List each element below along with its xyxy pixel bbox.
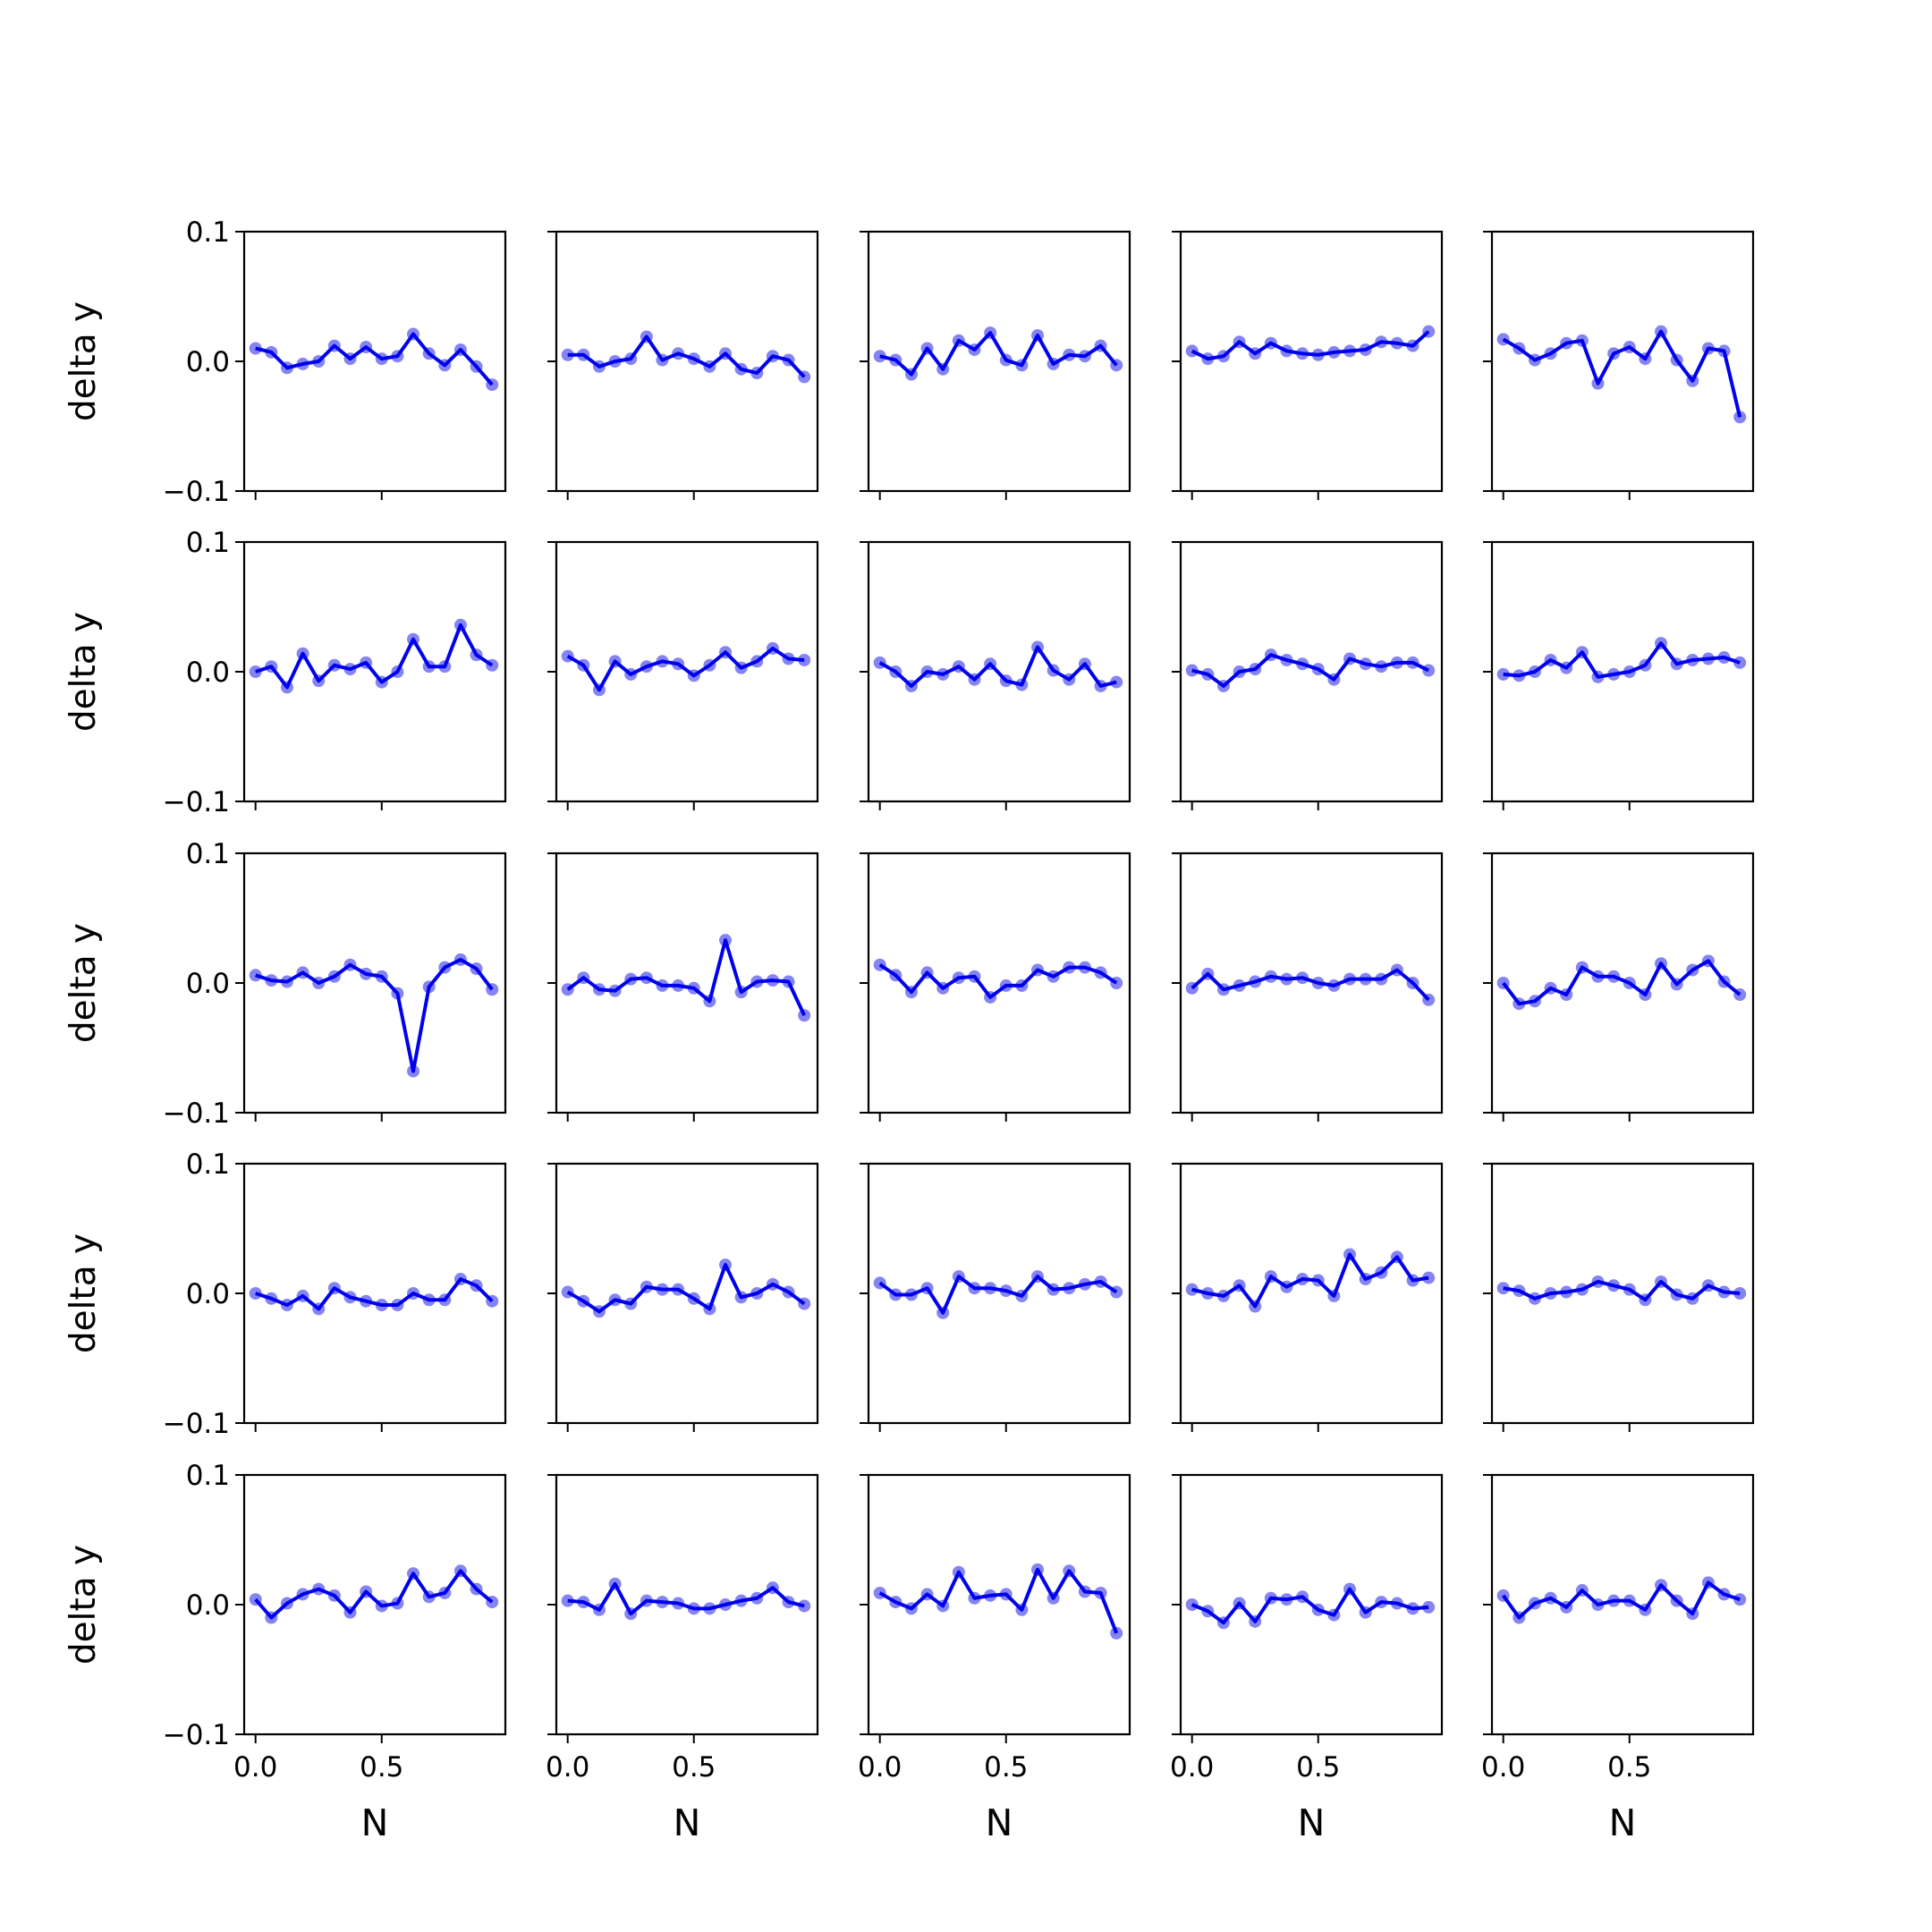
x-tick-label: 0.0 [1481, 1751, 1525, 1784]
y-tick-label: −0.1 [163, 786, 230, 818]
series-line [878, 645, 1117, 688]
x-tick-label: 0.5 [1296, 1751, 1340, 1784]
series-line [566, 646, 805, 692]
y-tick-label: 0.1 [186, 1148, 230, 1181]
subplot-r2-c5 [1483, 540, 1755, 810]
x-axis-label: N [674, 1801, 701, 1844]
series-line [1502, 1580, 1741, 1620]
subplot-r4-c4 [1172, 1162, 1444, 1432]
subplot-r3-c5 [1483, 852, 1755, 1122]
y-tick-label: −0.1 [163, 1719, 230, 1751]
series-line [1191, 330, 1430, 361]
y-tick-label: −0.1 [163, 1408, 230, 1440]
subplot-r5-c2: 0.0 0.5 N [546, 1473, 819, 1844]
x-tick-label: 0.5 [1607, 1751, 1651, 1784]
subplot-r1-c4 [1172, 230, 1444, 500]
y-tick-label: 0.0 [186, 346, 230, 378]
series-line [878, 963, 1118, 999]
y-tick-label: −0.1 [163, 1097, 230, 1130]
x-tick-label: 0.0 [1170, 1751, 1214, 1784]
subplot-r4-c3 [860, 1162, 1131, 1432]
y-tick-label: 0.1 [186, 216, 230, 249]
y-axis-label: delta y [64, 923, 104, 1043]
series-line [566, 938, 807, 1017]
subplot-r3-c1: −0.1 0.0 0.1 delta y [64, 838, 507, 1130]
series-line [567, 1581, 805, 1616]
subplot-r2-c2 [547, 540, 819, 810]
series-line [567, 335, 806, 378]
y-axis-label: delta y [64, 612, 104, 732]
x-tick-label: 0.0 [546, 1751, 589, 1784]
axes-frame [1179, 540, 1444, 803]
subplot-r1-c1: −0.1 0.0 0.1 delta y [64, 216, 507, 508]
axes-frame [1490, 852, 1755, 1114]
subplot-r3-c4 [1172, 852, 1444, 1122]
subplot-r5-c4: 0.0 0.5 N [1170, 1473, 1444, 1844]
subplot-r4-c2 [547, 1162, 819, 1432]
series-line [255, 957, 494, 1073]
series-line [1191, 968, 1430, 1002]
subplot-r2-c3 [860, 540, 1131, 810]
y-tick-label: 0.1 [186, 1460, 230, 1492]
series-line [1503, 1279, 1741, 1302]
series-line [1502, 329, 1742, 418]
series-line [255, 1277, 494, 1311]
subplot-r2-c4 [1172, 540, 1444, 810]
subplot-r1-c3 [860, 230, 1131, 500]
series-line [566, 1263, 806, 1314]
subplot-r5-c3: 0.0 0.5 N [858, 1473, 1131, 1844]
axes-frame [242, 230, 507, 493]
axes-frame [242, 1162, 507, 1425]
x-tick-label: 0.5 [672, 1751, 716, 1784]
series-line [255, 332, 494, 386]
subplot-r5-c5: 0.0 0.5 N [1481, 1473, 1755, 1844]
series-line [879, 331, 1118, 377]
subplot-r4-c5 [1483, 1162, 1755, 1432]
series-line [1191, 653, 1430, 688]
y-tick-label: 0.0 [186, 1589, 230, 1622]
series-line [1191, 1587, 1429, 1625]
subplot-r1-c2 [547, 230, 819, 500]
y-tick-label: 0.0 [186, 1278, 230, 1310]
series-line [1502, 959, 1741, 1006]
y-tick-label: 0.1 [186, 527, 230, 559]
x-axis-label: N [361, 1801, 389, 1844]
series-line [255, 623, 494, 690]
series-line [878, 1567, 1119, 1634]
y-axis-label: delta y [64, 301, 104, 421]
x-axis-label: N [1298, 1801, 1326, 1844]
x-tick-label: 0.5 [360, 1751, 403, 1784]
series-line [1191, 1252, 1429, 1309]
y-tick-label: 0.0 [186, 968, 230, 1000]
subplot-r1-c5 [1483, 230, 1755, 500]
axes-frame [867, 852, 1131, 1114]
subplot-r3-c2 [547, 852, 819, 1122]
x-tick-label: 0.0 [233, 1751, 277, 1784]
x-tick-label: 0.0 [858, 1751, 902, 1784]
subplot-r3-c3 [860, 852, 1131, 1122]
axes-frame [1490, 1162, 1755, 1425]
x-tick-label: 0.5 [984, 1751, 1028, 1784]
y-axis-label: delta y [64, 1233, 104, 1353]
y-tick-label: 0.1 [186, 838, 230, 870]
series-line [878, 1275, 1118, 1315]
x-axis-label: N [986, 1801, 1013, 1844]
subplot-r4-c1: −0.1 0.0 0.1 delta y [64, 1148, 507, 1440]
x-axis-label: N [1609, 1801, 1637, 1844]
axes-frame [867, 230, 1131, 493]
subplot-r2-c1: −0.1 0.0 0.1 delta y [64, 527, 507, 818]
axes-frame [555, 230, 819, 493]
axes-frame [1179, 230, 1444, 493]
y-tick-label: 0.0 [186, 657, 230, 689]
series-line [1503, 641, 1741, 679]
axes-frame [1179, 852, 1444, 1114]
y-tick-label: −0.1 [163, 476, 230, 508]
series-line [254, 1569, 494, 1620]
y-axis-label: delta y [64, 1545, 104, 1665]
